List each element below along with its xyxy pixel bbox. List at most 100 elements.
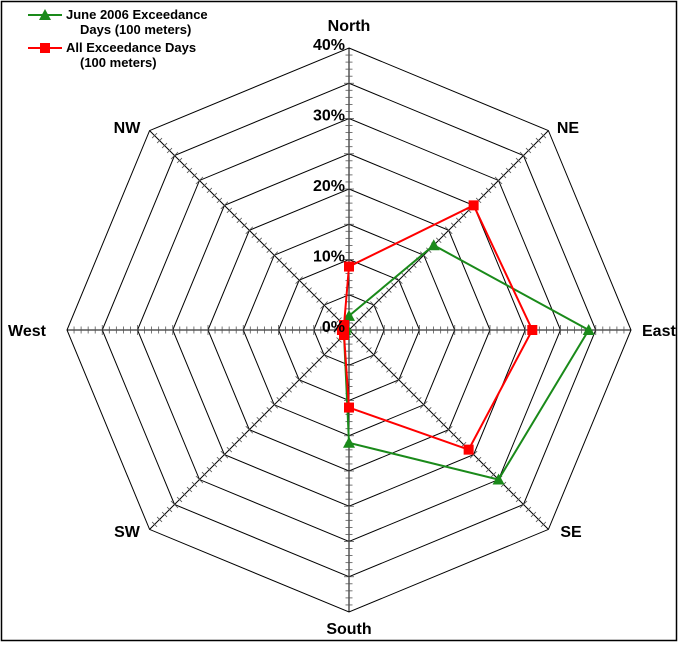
axis-tick	[295, 376, 303, 384]
axis-tick	[475, 456, 482, 463]
axis-tick	[376, 357, 382, 363]
axis-tick	[276, 397, 282, 403]
axis-tick	[266, 247, 272, 253]
axis-tick	[370, 301, 378, 309]
axis-tick	[406, 387, 412, 393]
axis-tick	[391, 372, 397, 378]
axis-tick	[206, 466, 213, 473]
axis-tick	[435, 237, 442, 244]
axis-tick	[195, 176, 204, 185]
axis-tick	[261, 411, 268, 418]
axis-tick	[480, 461, 487, 468]
axis-tick	[241, 431, 248, 438]
legend-label-line2: (100 meters)	[80, 55, 157, 70]
axis-tick	[386, 367, 392, 373]
axis-tick	[351, 332, 357, 338]
direction-label-west: West	[8, 323, 47, 340]
axis-tick	[166, 506, 173, 513]
axis-tick	[161, 142, 168, 149]
axis-tick	[485, 187, 492, 194]
axis-tick	[316, 297, 322, 303]
axis-tick	[270, 251, 279, 260]
axis-tick	[156, 516, 163, 523]
axis-tick	[191, 172, 198, 179]
axis-tick	[261, 242, 268, 249]
axis-tick	[530, 142, 537, 149]
axis-tick	[515, 496, 522, 503]
axis-tick	[510, 491, 517, 498]
axis-tick	[505, 486, 512, 493]
axis-tick	[366, 307, 372, 313]
axis-tick	[386, 287, 392, 293]
axis-tick	[236, 436, 243, 443]
axis-tick	[201, 471, 208, 478]
axis-tick	[426, 407, 432, 413]
data-point-south	[343, 436, 355, 448]
axis-tick	[460, 212, 467, 219]
axis-tick	[291, 272, 297, 278]
axis-tick	[361, 342, 367, 348]
axis-tick	[395, 276, 403, 284]
axis-tick	[519, 500, 528, 509]
axis-tick	[331, 312, 337, 318]
axis-tick	[195, 475, 204, 484]
axis-tick	[540, 132, 547, 139]
axis-tick	[286, 387, 292, 393]
axis-tick	[530, 511, 537, 518]
axis-tick	[316, 357, 322, 363]
axis-tick	[326, 347, 332, 353]
legend-label-line1: June 2006 Exceedance	[66, 7, 208, 22]
axis-tick	[256, 416, 263, 423]
data-point-ne	[427, 239, 440, 251]
axis-tick	[176, 496, 183, 503]
axis-tick	[201, 182, 208, 189]
radial-tick-label: 40%	[313, 37, 345, 54]
axis-tick	[401, 272, 407, 278]
axis-tick	[366, 347, 372, 353]
axis-tick	[416, 397, 422, 403]
axis-tick	[440, 421, 447, 428]
axis-tick	[455, 217, 462, 224]
axis-tick	[381, 292, 387, 298]
axis-tick	[191, 481, 198, 488]
axis-tick	[450, 222, 457, 229]
legend-label-line2: Days (100 meters)	[80, 22, 191, 37]
axis-tick	[311, 292, 317, 298]
axis-tick	[419, 400, 428, 409]
direction-label-ne: NE	[557, 120, 580, 137]
axis-tick	[320, 301, 328, 309]
axis-tick	[320, 351, 328, 359]
axis-tick	[156, 137, 163, 144]
legend-label-line1: All Exceedance Days	[66, 40, 196, 55]
axis-tick	[251, 421, 258, 428]
direction-label-south: South	[326, 621, 371, 638]
axis-tick	[206, 187, 213, 194]
axis-tick	[256, 237, 263, 244]
axis-tick	[245, 425, 254, 434]
series-all-days	[336, 200, 538, 455]
axis-tick	[490, 471, 497, 478]
axis-tick	[331, 342, 337, 348]
radial-tick-label: 10%	[313, 249, 345, 266]
axis-tick	[525, 147, 532, 154]
axis-tick	[291, 382, 297, 388]
axis-tick	[301, 372, 307, 378]
radar-axes	[67, 48, 631, 612]
radar-series	[336, 200, 595, 485]
direction-label-nw: NW	[114, 120, 142, 137]
axis-tick	[535, 137, 542, 144]
axis-tick	[236, 217, 243, 224]
axis-tick	[494, 176, 503, 185]
radar-labels: 0% 10% 20% 30% 40% North NE East SE South SW West NW	[8, 18, 676, 638]
legend-marker	[39, 9, 51, 20]
axis-tick	[301, 282, 307, 288]
axis-tick	[444, 425, 453, 434]
axis-tick	[450, 431, 457, 438]
axis-tick	[231, 212, 238, 219]
data-point-se	[492, 473, 505, 485]
axis-tick	[170, 151, 179, 160]
data-point-north	[343, 309, 355, 321]
